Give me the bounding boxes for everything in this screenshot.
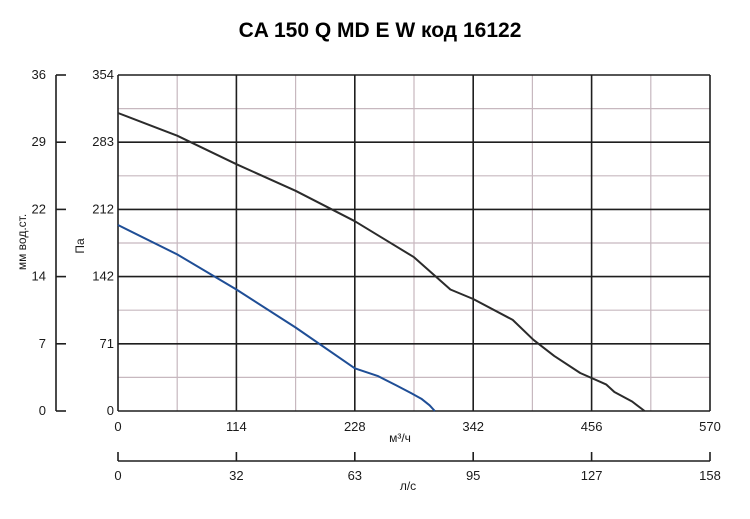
- y-tick-label: 283: [92, 134, 114, 149]
- fan-curve-1: [117, 112, 646, 412]
- y2-tick-label: 36: [32, 67, 46, 82]
- x-tick-label: 570: [699, 419, 721, 434]
- fan-curve-2: [117, 224, 436, 412]
- y-tick-label: 71: [100, 336, 114, 351]
- y-tick-label: 354: [92, 67, 114, 82]
- y2-tick-label: 14: [32, 269, 46, 284]
- x2-tick-label: 95: [466, 468, 480, 483]
- x2-tick-label: 32: [229, 468, 243, 483]
- x2-tick-label: 158: [699, 468, 721, 483]
- x-tick-label: 342: [462, 419, 484, 434]
- x-tick-label: 228: [344, 419, 366, 434]
- x2-tick-label: 63: [348, 468, 362, 483]
- y2-tick-label: 22: [32, 201, 46, 216]
- x2-tick-label: 0: [114, 468, 121, 483]
- y-tick-label: 0: [107, 403, 114, 418]
- y2-axis-label: мм вод.ст.: [15, 214, 29, 270]
- y-axis-label: Па: [73, 238, 87, 254]
- y2-tick-label: 0: [39, 403, 46, 418]
- axes: 0 114 228 342 456 570 0 71 142 212 283 354 0 7 14 22 29 3…: [32, 67, 721, 483]
- x-tick-label: 114: [226, 419, 247, 434]
- y2-tick-label: 7: [39, 336, 46, 351]
- x2-tick-label: 127: [581, 468, 603, 483]
- x-tick-label: 456: [581, 419, 603, 434]
- y-tick-label: 142: [92, 269, 114, 284]
- x2-axis-label: л/с: [400, 479, 416, 493]
- x-tick-label: 0: [114, 419, 121, 434]
- chart-title: CA 150 Q MD E W код 16122: [239, 19, 522, 42]
- y2-tick-label: 29: [32, 134, 46, 149]
- grid: [117, 74, 711, 412]
- y-tick-label: 212: [92, 201, 114, 216]
- x-axis-label: м³/ч: [389, 431, 411, 445]
- curves: [117, 112, 646, 412]
